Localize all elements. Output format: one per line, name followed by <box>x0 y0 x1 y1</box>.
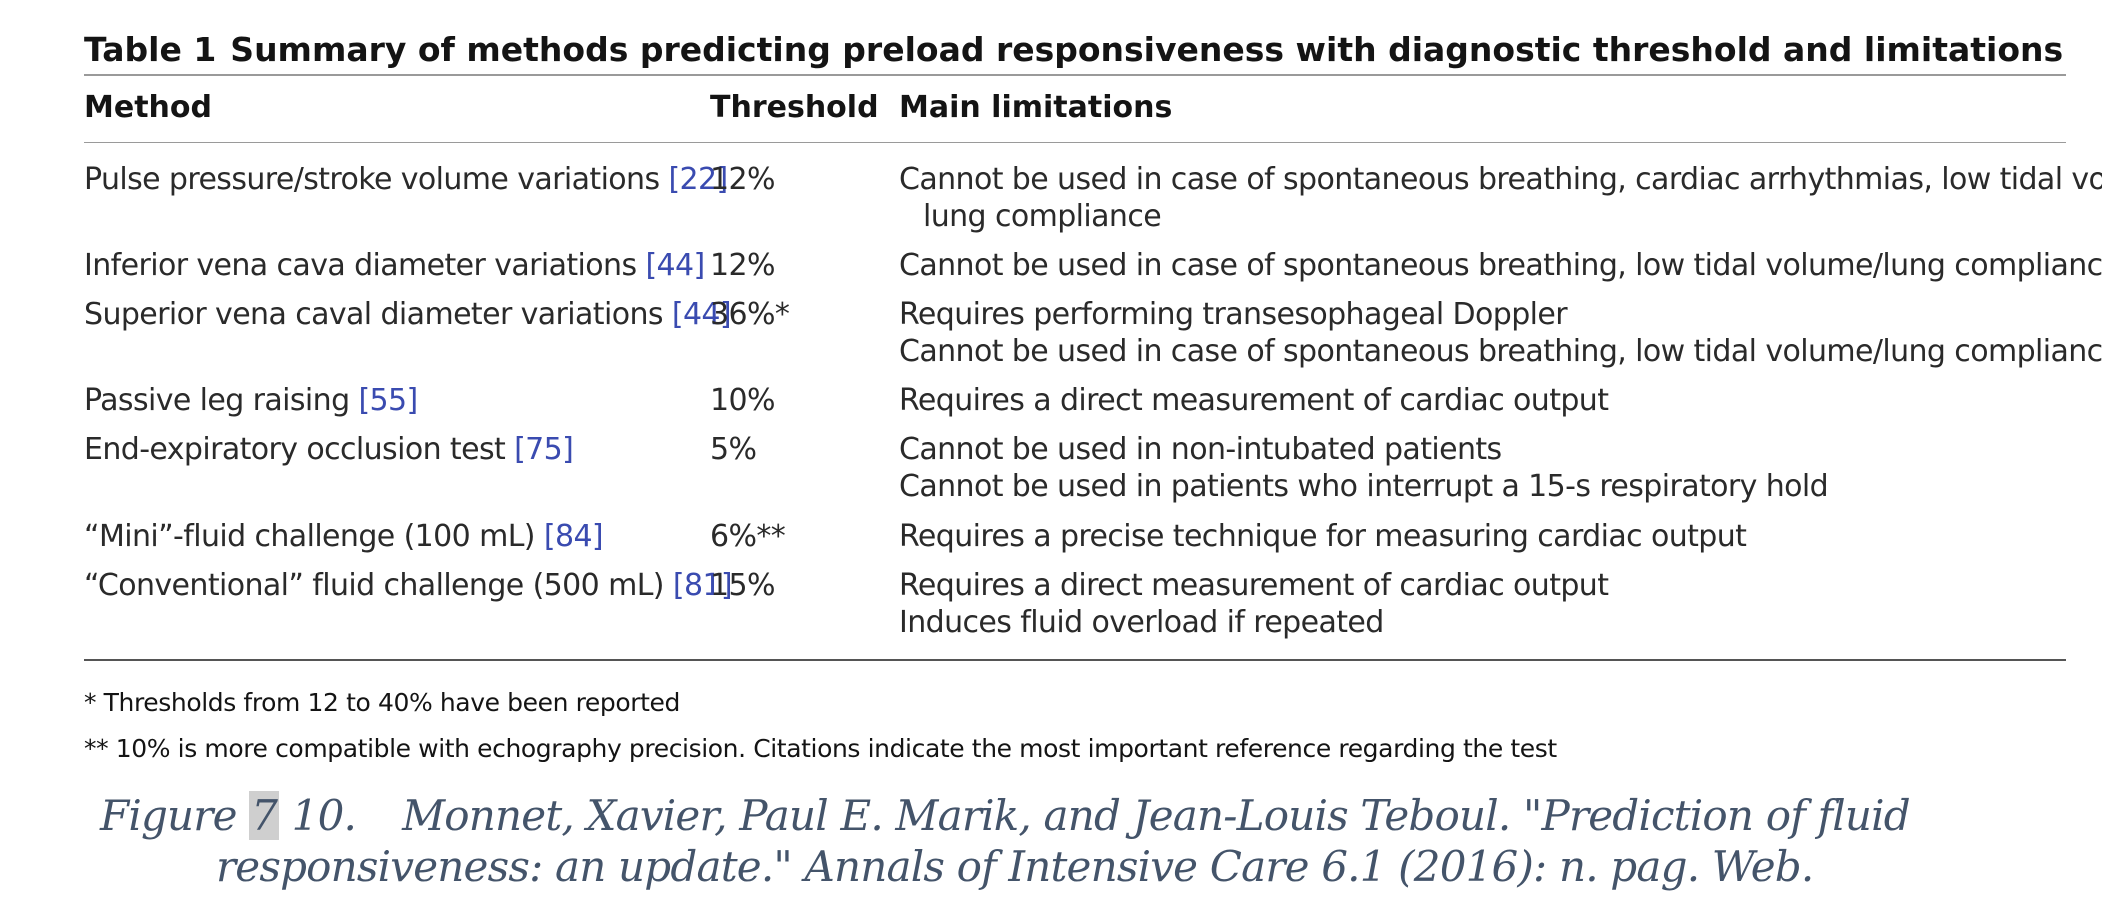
limitation-line: Cannot be used in non-intubated patients <box>899 432 1502 467</box>
footnote: * Thresholds from 12 to 40% have been re… <box>84 688 680 717</box>
limitation-line: Induces fluid overload if repeated <box>899 605 1384 640</box>
header-threshold: Threshold <box>710 90 879 125</box>
method-text: “Conventional” fluid challenge (500 mL) <box>84 568 673 603</box>
caption-number: 10. <box>279 791 357 840</box>
limitations-cell: Cannot be used in case of spontaneous br… <box>899 161 2102 235</box>
threshold-cell: 12% <box>710 248 775 283</box>
limitations-cell: Cannot be used in non-intubated patients… <box>899 431 2069 505</box>
table-title: Table 1 Summary of methods predicting pre… <box>84 26 2066 74</box>
method-cell: End-expiratory occlusion test [75] <box>84 431 574 468</box>
method-text: “Mini”-fluid challenge (100 mL) <box>84 519 544 554</box>
threshold-cell: 5% <box>710 432 757 467</box>
header-method: Method <box>84 90 212 125</box>
limitation-line: Requires performing transesophageal Dopp… <box>899 297 1568 332</box>
limitation-line: Requires a precise technique for measuri… <box>899 519 1747 554</box>
method-text: End-expiratory occlusion test <box>84 432 515 467</box>
table-header-row: Method Threshold Main limitations <box>84 76 2066 142</box>
method-cell: “Conventional” fluid challenge (500 mL) … <box>84 567 733 604</box>
limitation-line: Cannot be used in case of spontaneous br… <box>899 162 2102 197</box>
reference-link[interactable]: [55] <box>358 383 418 418</box>
table-body: Pulse pressure/stroke volume variations … <box>84 143 2102 659</box>
figure-caption: Figure 7 10. Monnet, Xavier, Paul E. Mari… <box>100 790 2000 892</box>
threshold-cell: 10% <box>710 383 775 418</box>
caption-line: Figure 7 10. Monnet, Xavier, Paul E. Mari… <box>100 790 2000 841</box>
method-cell: “Mini”-fluid challenge (100 mL) [84] <box>84 518 604 555</box>
threshold-cell: 15% <box>710 568 775 603</box>
reference-link[interactable]: [81] <box>672 568 733 603</box>
reference-link[interactable]: [84] <box>543 519 604 554</box>
table-label: Table 1 <box>84 30 217 69</box>
limitations-cell: Requires a precise technique for measuri… <box>899 518 2069 555</box>
limitation-line: Requires a direct measurement of cardiac… <box>899 383 1609 418</box>
method-text: Inferior vena cava diameter variations <box>84 248 646 283</box>
top-rule <box>84 74 2066 76</box>
caption-prefix: Figure <box>100 791 250 840</box>
summary-table: Table 1 Summary of methods predicting pre… <box>84 26 2102 661</box>
method-text: Passive leg raising <box>84 383 359 418</box>
caption-line: responsiveness: an update." Annals of In… <box>216 842 1814 891</box>
header-limitations: Main limitations <box>899 90 1173 125</box>
limitations-cell: Requires a direct measurement of cardiac… <box>899 567 2069 641</box>
method-text: Superior vena caval diameter variations <box>84 297 672 332</box>
highlighted-figure-number: 7 <box>249 791 280 840</box>
reference-link[interactable]: [44] <box>671 297 732 332</box>
threshold-cell: 12% <box>710 162 775 197</box>
limitation-line: lung compliance <box>923 199 1162 234</box>
method-text: Pulse pressure/stroke volume variations <box>84 162 669 197</box>
header-rule <box>84 142 2066 143</box>
limitation-line: Cannot be used in case of spontaneous br… <box>899 334 2102 369</box>
table-footnotes: * Thresholds from 12 to 40% have been re… <box>84 680 1557 772</box>
bottom-rule <box>84 659 2066 661</box>
footnote: ** 10% is more compatible with echograph… <box>84 734 1557 763</box>
limitation-line: Cannot be used in patients who interrupt… <box>899 469 1829 504</box>
limitations-cell: Requires performing transesophageal Dopp… <box>899 296 2102 370</box>
limitations-cell: Cannot be used in case of spontaneous br… <box>899 247 2102 284</box>
table-title-text: Summary of methods predicting preload re… <box>230 30 2064 69</box>
method-cell: Passive leg raising [55] <box>84 382 418 419</box>
limitation-line: Requires a direct measurement of cardiac… <box>899 568 1609 603</box>
reference-link[interactable]: [75] <box>514 432 574 467</box>
threshold-cell: 6%** <box>710 519 786 554</box>
reference-link[interactable]: [44] <box>645 248 705 283</box>
reference-link[interactable]: [22] <box>668 162 728 197</box>
caption-citation-start: Monnet, Xavier, Paul E. Marik, and Jean-… <box>402 791 1911 840</box>
method-cell: Inferior vena cava diameter variations [… <box>84 247 705 284</box>
method-cell: Superior vena caval diameter variations … <box>84 296 732 333</box>
method-cell: Pulse pressure/stroke volume variations … <box>84 161 728 198</box>
limitation-line: Cannot be used in case of spontaneous br… <box>899 248 2102 283</box>
limitations-cell: Requires a direct measurement of cardiac… <box>899 382 2069 419</box>
threshold-cell: 36%* <box>710 297 790 332</box>
